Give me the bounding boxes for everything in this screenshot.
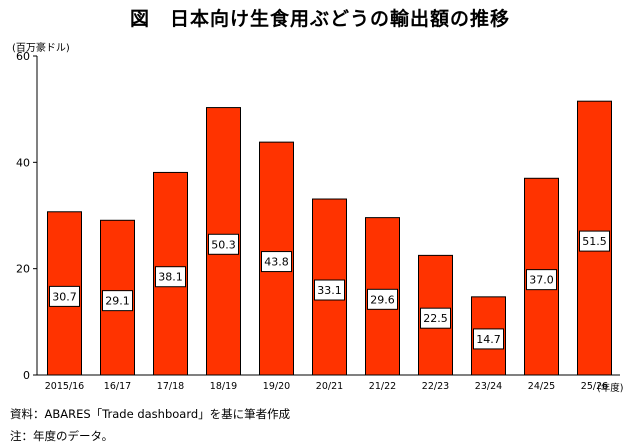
data-label: 43.8 [264, 256, 289, 269]
data-label-box [49, 285, 80, 307]
x-tick-label: 20/21 [316, 381, 343, 392]
y-axis-unit-label: (百万豪ドル) [12, 43, 70, 54]
x-tick-label: 22/23 [422, 381, 449, 392]
data-label: 37.0 [529, 274, 554, 287]
source-note: 資料：ABARES「Trade dashboard」を基に筆者作成 [10, 407, 291, 421]
x-axis-unit-label: (年度) [597, 383, 624, 394]
chart-title: 図 日本向け生食用ぶどうの輸出額の推移 [129, 8, 510, 30]
data-label: 33.1 [317, 284, 342, 297]
data-label: 29.1 [105, 295, 130, 308]
footnote: 注：年度のデータ。 [10, 429, 114, 443]
y-tick-label: 40 [16, 156, 30, 169]
data-label-box [208, 233, 239, 255]
data-labels-group: 30.7 29.1 38.1 50.3 43.8 33.1 29.6 22.5 14.7 37.0… [49, 230, 610, 350]
y-tick-label: 60 [16, 50, 30, 63]
x-tick-label: 19/20 [263, 381, 290, 392]
y-tick-label: 0 [23, 369, 30, 382]
axes-group [33, 55, 620, 376]
data-label-box [579, 230, 610, 252]
data-label-box [155, 266, 186, 288]
y-tick-label: 20 [16, 263, 30, 276]
data-label: 50.3 [211, 238, 236, 251]
data-label: 30.7 [52, 290, 77, 303]
data-label: 14.7 [476, 333, 501, 346]
data-label-box [367, 288, 398, 310]
data-label-box [102, 290, 133, 312]
x-tick-label: 23/24 [475, 381, 502, 392]
data-label: 38.1 [158, 271, 183, 284]
x-tick-label: 2015/16 [45, 381, 84, 392]
data-label-box [473, 328, 504, 350]
x-tick-label: 16/17 [104, 381, 131, 392]
x-tick-label: 25/26 [581, 381, 608, 392]
data-label-box [261, 251, 292, 273]
x-tick-labels-group: 2015/16 16/17 17/18 18/19 19/20 20/21 21/22 22/… [45, 381, 608, 392]
data-label-box [420, 307, 451, 329]
data-label: 51.5 [582, 235, 607, 248]
data-label: 22.5 [423, 312, 448, 325]
data-label: 29.6 [370, 293, 395, 306]
data-label-box [526, 269, 557, 291]
y-tick-labels-group: 0 20 40 60 [16, 50, 30, 382]
x-tick-label: 17/18 [157, 381, 184, 392]
x-tick-label: 18/19 [210, 381, 237, 392]
x-tick-label: 24/25 [528, 381, 555, 392]
data-label-box [314, 279, 345, 301]
bars-group [47, 100, 612, 376]
x-tick-label: 21/22 [369, 381, 396, 392]
